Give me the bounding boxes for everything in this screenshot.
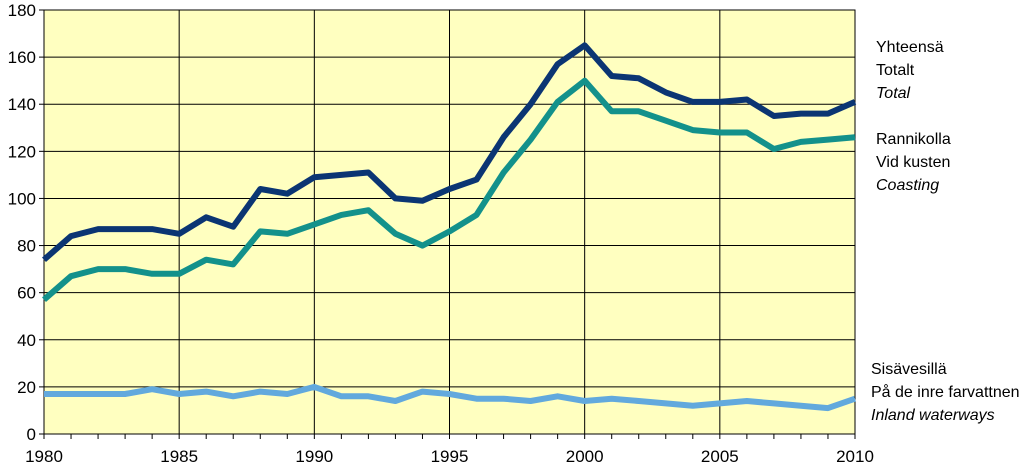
legend-label: Inland waterways xyxy=(871,407,995,424)
y-tick-label: 120 xyxy=(8,142,36,161)
series-line-inland xyxy=(44,383,856,412)
series-line-total xyxy=(42,42,857,262)
y-axis-tick-labels: 0 20 40 60 80 100 120 140 160 180 xyxy=(8,1,36,444)
y-tick-label: 100 xyxy=(8,189,36,208)
legend-label: Yhteensä xyxy=(876,39,944,56)
legend-label: Sisävesillä xyxy=(871,361,947,378)
x-axis-tick-labels: 1980 1985 1990 1995 2000 2005 2010 xyxy=(25,447,874,466)
x-tick-label: 1980 xyxy=(25,447,63,466)
y-tick-label: 20 xyxy=(17,378,36,397)
series-lines xyxy=(42,42,857,412)
y-tick-label: 140 xyxy=(8,95,36,114)
plot-area-border xyxy=(43,9,856,435)
y-tick-label: 40 xyxy=(17,331,36,350)
x-tick-label: 1985 xyxy=(160,447,198,466)
legend-entry-total: Yhteensä Totalt Total xyxy=(876,39,944,102)
y-tick-label: 80 xyxy=(17,237,36,256)
legend-label: På de inre farvattnen xyxy=(871,383,1020,401)
x-tick-label: 1990 xyxy=(295,447,333,466)
x-tick-label: 2000 xyxy=(566,447,604,466)
series-line-coasting xyxy=(42,77,856,302)
x-tick-label: 1995 xyxy=(431,447,469,466)
x-tick-label: 2005 xyxy=(701,447,739,466)
legend-label: Totalt xyxy=(876,62,915,79)
legend-label: Vid kusten xyxy=(876,154,950,171)
y-tick-label: 0 xyxy=(27,425,36,444)
y-tick-label: 60 xyxy=(17,284,36,303)
legend-label: Total xyxy=(876,85,911,102)
y-tick-label: 180 xyxy=(8,1,36,20)
legend-entry-coasting: Rannikolla Vid kusten Coasting xyxy=(876,131,951,194)
x-tick-label: 2010 xyxy=(836,447,874,466)
y-tick-label: 160 xyxy=(8,48,36,67)
legend-label: Coasting xyxy=(876,177,939,194)
legend-label: Rannikolla xyxy=(876,131,951,148)
legend-entry-inland: Sisävesillä På de inre farvattnen Inland w… xyxy=(871,361,1020,424)
legend: Yhteensä Totalt Total Rannikolla Vid kusten C… xyxy=(871,39,1020,424)
